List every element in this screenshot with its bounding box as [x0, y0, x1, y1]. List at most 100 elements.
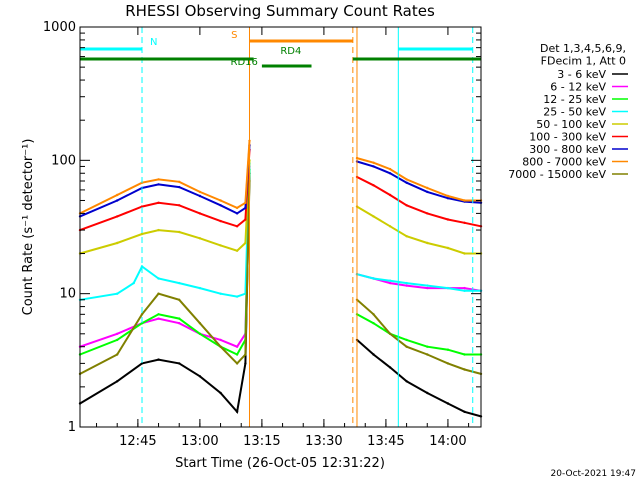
data-point-800-7000	[405, 178, 408, 181]
data-point-7000-15000	[198, 322, 202, 325]
data-point-100-300	[219, 219, 222, 223]
data-point-12-25	[178, 317, 181, 320]
data-point-6-12	[219, 338, 222, 342]
data-point-12-25	[157, 313, 160, 316]
data-point-3-6	[178, 362, 181, 365]
series-line-300-800-seg2	[356, 160, 482, 204]
data-point-6-12	[116, 332, 119, 335]
data-point-25-50	[198, 286, 202, 290]
flag-label-n: N	[150, 37, 157, 48]
series-line-6-12-seg1	[79, 166, 251, 348]
data-point-300-800	[405, 181, 408, 184]
data-point-3-6	[198, 375, 202, 378]
y-tick-label: 100	[51, 153, 76, 168]
data-point-100-300	[140, 205, 144, 208]
data-point-300-800	[446, 197, 450, 200]
data-point-800-7000	[244, 201, 247, 204]
data-point-7000-15000	[157, 292, 160, 295]
data-point-300-800	[157, 183, 160, 186]
x-tick-label: 13:30	[305, 434, 342, 449]
data-point-50-100	[388, 225, 392, 228]
data-point-800-7000	[372, 161, 375, 164]
data-point-3-6	[157, 358, 160, 361]
data-point-3-6	[372, 353, 375, 356]
data-point-300-800	[244, 206, 247, 210]
data-point-50-100	[463, 252, 466, 255]
series-line-800-7000-seg1	[79, 140, 251, 215]
data-point-50-100	[178, 230, 181, 234]
data-point-300-800	[372, 165, 375, 168]
flag-label-s: S	[231, 30, 237, 41]
plot-frame	[79, 26, 482, 428]
series-line-100-300-seg2	[356, 176, 482, 228]
data-point-3-6	[388, 366, 392, 369]
data-point-3-6	[116, 380, 119, 383]
series-line-7000-15000-seg2	[356, 299, 482, 375]
data-point-7000-15000	[116, 353, 119, 356]
data-point-6-12	[463, 286, 466, 290]
legend-header-line: Det 1,3,4,5,6,9,	[540, 42, 626, 55]
data-point-7000-15000	[178, 298, 181, 301]
data-point-100-300	[198, 212, 202, 215]
series-line-25-50-seg2	[356, 273, 481, 292]
legend-entry-label: 50 - 100 keV	[536, 118, 606, 131]
data-point-100-300	[372, 184, 375, 187]
data-point-3-6	[405, 380, 408, 383]
x-tick-label: 12:45	[119, 434, 156, 449]
legend: Det 1,3,4,5,6,9,FDecim 1, Att 03 - 6 keV…	[508, 42, 628, 181]
data-point-800-7000	[219, 199, 222, 202]
data-point-100-300	[405, 204, 408, 207]
legend-entry-label: 12 - 25 keV	[543, 93, 606, 106]
data-point-3-6	[446, 402, 450, 405]
data-point-800-7000	[157, 178, 160, 181]
data-point-12-25	[198, 332, 202, 335]
data-point-100-300	[463, 221, 466, 224]
legend-entry-label: 25 - 50 keV	[543, 106, 606, 119]
data-point-7000-15000	[446, 362, 450, 365]
data-point-6-12	[388, 281, 392, 285]
series-line-50-100-seg2	[356, 205, 481, 255]
data-point-25-50	[372, 277, 375, 280]
data-point-800-7000	[116, 193, 119, 197]
data-point-3-6	[235, 410, 239, 413]
y-axis-label: Count Rate (s⁻¹ detector⁻¹)	[21, 139, 36, 316]
data-point-3-6	[140, 362, 144, 365]
data-point-6-12	[178, 322, 181, 325]
data-point-100-300	[235, 225, 239, 228]
data-point-25-50	[426, 284, 429, 287]
data-point-7000-15000	[140, 313, 144, 316]
data-point-50-100	[446, 246, 450, 250]
legend-entry-label: 300 - 800 keV	[529, 143, 606, 156]
data-point-6-12	[426, 286, 429, 290]
data-point-25-50	[463, 289, 466, 292]
legend-entry-label: 100 - 300 keV	[529, 131, 606, 144]
series-line-7000-15000-seg1	[79, 180, 251, 375]
data-point-6-12	[405, 284, 408, 287]
data-point-50-100	[426, 241, 429, 245]
data-point-800-7000	[198, 190, 202, 194]
y-axis: 1 10 100 1000	[43, 20, 481, 435]
data-point-800-7000	[446, 194, 450, 198]
data-point-50-100	[372, 215, 375, 218]
data-point-50-100	[116, 241, 119, 245]
data-point-50-100	[405, 235, 408, 238]
data-point-25-50	[178, 281, 181, 285]
x-tick-label: 13:45	[367, 434, 404, 449]
data-point-12-25	[446, 348, 450, 351]
data-point-6-12	[235, 345, 239, 348]
x-tick-label: 13:15	[243, 434, 280, 449]
data-point-100-300	[388, 193, 392, 197]
data-point-7000-15000	[235, 362, 239, 365]
flag-label-rd4: RD4	[280, 46, 301, 57]
data-point-800-7000	[235, 206, 239, 210]
data-point-300-800	[426, 190, 429, 194]
data-point-300-800	[198, 194, 202, 198]
data-point-300-800	[388, 172, 392, 175]
data-point-6-12	[157, 317, 160, 320]
data-point-800-7000	[426, 186, 429, 190]
data-point-12-25	[116, 338, 119, 342]
data-point-3-6	[463, 410, 466, 413]
data-point-800-7000	[178, 180, 181, 183]
data-point-25-50	[132, 281, 135, 285]
